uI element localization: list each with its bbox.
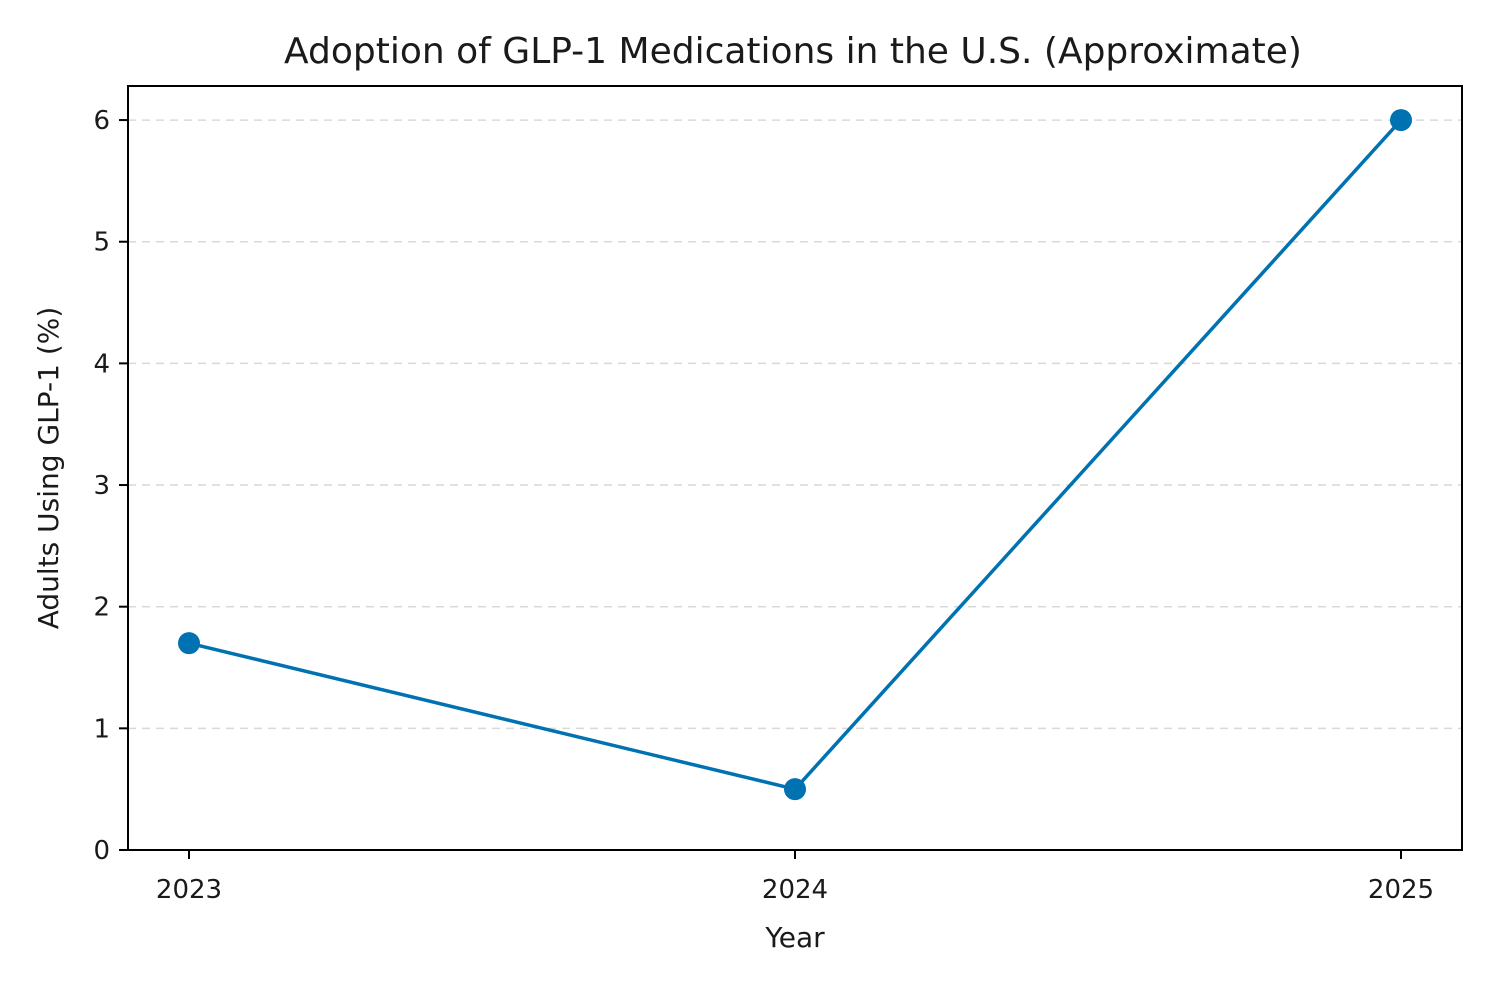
chart-title: Adoption of GLP-1 Medications in the U.S… xyxy=(284,31,1302,72)
y-tick-label: 5 xyxy=(93,228,110,258)
y-tick-label: 4 xyxy=(93,349,110,379)
y-tick-label: 3 xyxy=(93,471,110,501)
data-point-2023 xyxy=(178,632,200,655)
y-axis-ticks: 0 1 2 3 4 5 6 xyxy=(93,106,128,866)
x-axis-ticks: 2023 2024 2025 xyxy=(156,850,1434,905)
x-axis-label: Year xyxy=(764,921,825,954)
x-tick-label: 2025 xyxy=(1368,875,1434,905)
data-point-2025 xyxy=(1390,109,1412,132)
x-tick-label: 2024 xyxy=(762,875,828,905)
y-tick-label: 1 xyxy=(93,714,110,744)
y-axis-label: Adults Using GLP-1 (%) xyxy=(32,307,65,630)
x-tick-label: 2023 xyxy=(156,875,222,905)
data-series xyxy=(178,109,1412,801)
y-tick-label: 2 xyxy=(93,593,110,623)
y-tick-label: 6 xyxy=(93,106,110,136)
y-tick-label: 0 xyxy=(93,836,110,866)
data-point-2024 xyxy=(784,778,806,801)
